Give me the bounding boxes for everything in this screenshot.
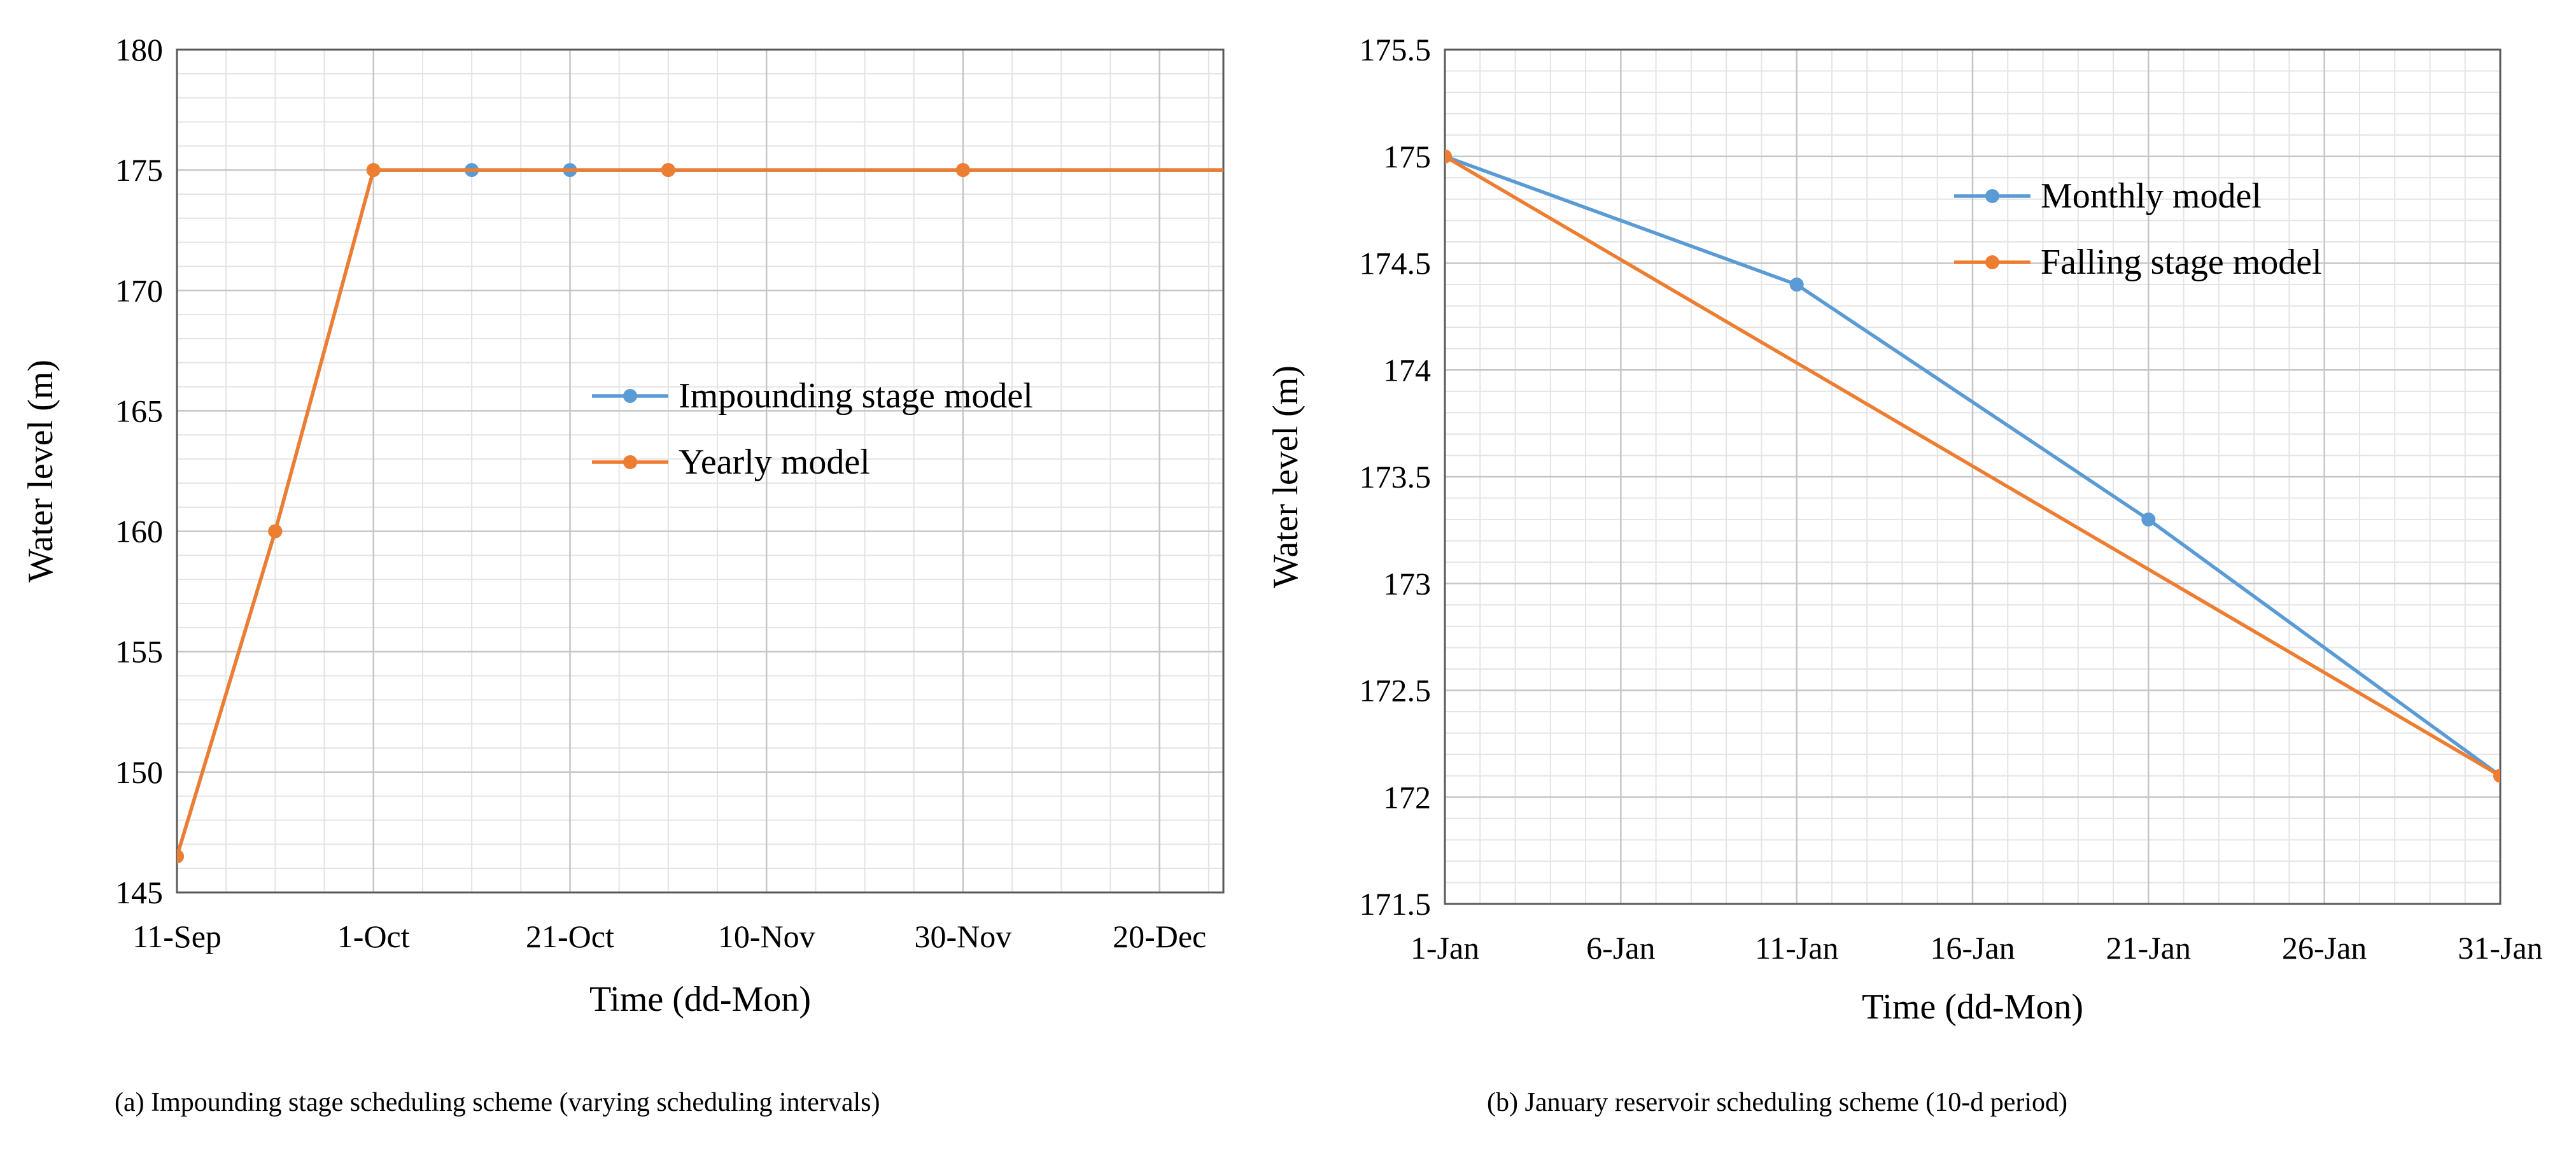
y-tick-label: 145 [115,875,163,910]
y-axis-title: Water level (m) [21,360,60,582]
data-point [366,163,381,178]
series-1 [1445,149,2500,783]
chart-panel-a: 145 150 155 160 165 170 175 180 11-Sep 1-Oct 21-Oc… [21,32,1265,1117]
y-tick-label: 150 [115,754,163,790]
series-2 [1445,149,2500,783]
data-point [268,524,283,539]
grid [1444,48,2502,905]
y-tick-label: 165 [115,393,163,428]
data-point [1251,163,1265,177]
y-tick-label: 180 [115,32,163,67]
y-tick-label: 170 [115,272,163,308]
data-point [2493,768,2500,783]
legend-swatch-marker [1985,255,1999,269]
plot-area-border [176,48,1225,894]
x-tick-label: 31-Jan [2458,930,2542,966]
data-point [1445,149,1452,164]
y-tick-label: 172.5 [1360,673,1432,708]
y-tick-label: 172 [1383,779,1431,815]
y-tick-label: 173 [1383,566,1431,602]
series-2 [177,163,1265,864]
y-tick-label: 173.5 [1360,459,1432,495]
legend-swatch-marker [623,455,637,469]
legend-label: Yearly model [679,442,870,482]
data-point [661,163,675,178]
y-tick-label: 175 [1383,139,1431,174]
x-tick-label: 1-Oct [337,919,410,954]
x-tick-label: 11-Sep [132,919,222,954]
x-tick-label: 21-Jan [2106,930,2191,966]
x-tick-label: 16-Jan [1930,930,2015,966]
plot-area-border [1444,48,2502,905]
y-tick-label: 174 [1383,352,1431,388]
series-line [1445,155,2500,777]
y-axis-title: Water level (m) [1266,365,1306,588]
data-point [1251,163,1265,177]
legend: Monthly model Falling stage model [1954,176,2322,282]
y-tick-label: 174.5 [1360,246,1432,281]
series-line [1445,155,2500,778]
x-tick-label: 6-Jan [1586,930,1655,966]
chart-panel-b: 171.5 172 172.5 173 173.5 174 174.5 175 175.5 1-J… [1266,32,2543,1117]
legend-label: Monthly model [2041,176,2262,216]
y-tick-label: 171.5 [1360,886,1432,922]
legend: Impounding stage model Yearly model [592,376,1033,482]
legend-label: Falling stage model [2041,243,2322,282]
figure-caption: (a) Impounding stage scheduling scheme (… [115,1088,880,1117]
x-tick-label: 21-Oct [526,919,614,954]
x-tick-label: 26-Jan [2282,930,2367,966]
y-tick-label: 175 [115,152,163,188]
data-point [955,163,970,178]
data-point [2141,512,2156,527]
legend-swatch-marker [1985,189,1999,203]
x-tick-label: 10-Nov [718,919,815,954]
data-point [1789,278,1804,292]
x-tick-label: 1-Jan [1411,930,1479,966]
legend-swatch-marker [623,389,637,403]
x-tick-label: 20-Dec [1113,919,1206,954]
y-tick-label: 160 [115,514,163,549]
x-tick-label: 30-Nov [915,919,1012,954]
y-tick-label: 155 [115,634,163,670]
x-axis-title: Time (dd-Mon) [1862,987,2083,1027]
x-axis-title: Time (dd-Mon) [589,980,811,1019]
data-point [177,849,184,864]
x-tick-label: 11-Jan [1755,930,1838,966]
series-line [177,168,1223,857]
y-tick-label: 175.5 [1360,32,1432,67]
figure-caption: (b) January reservoir scheduling scheme … [1487,1088,2067,1117]
legend-label: Impounding stage model [679,376,1033,416]
grid [176,48,1223,894]
